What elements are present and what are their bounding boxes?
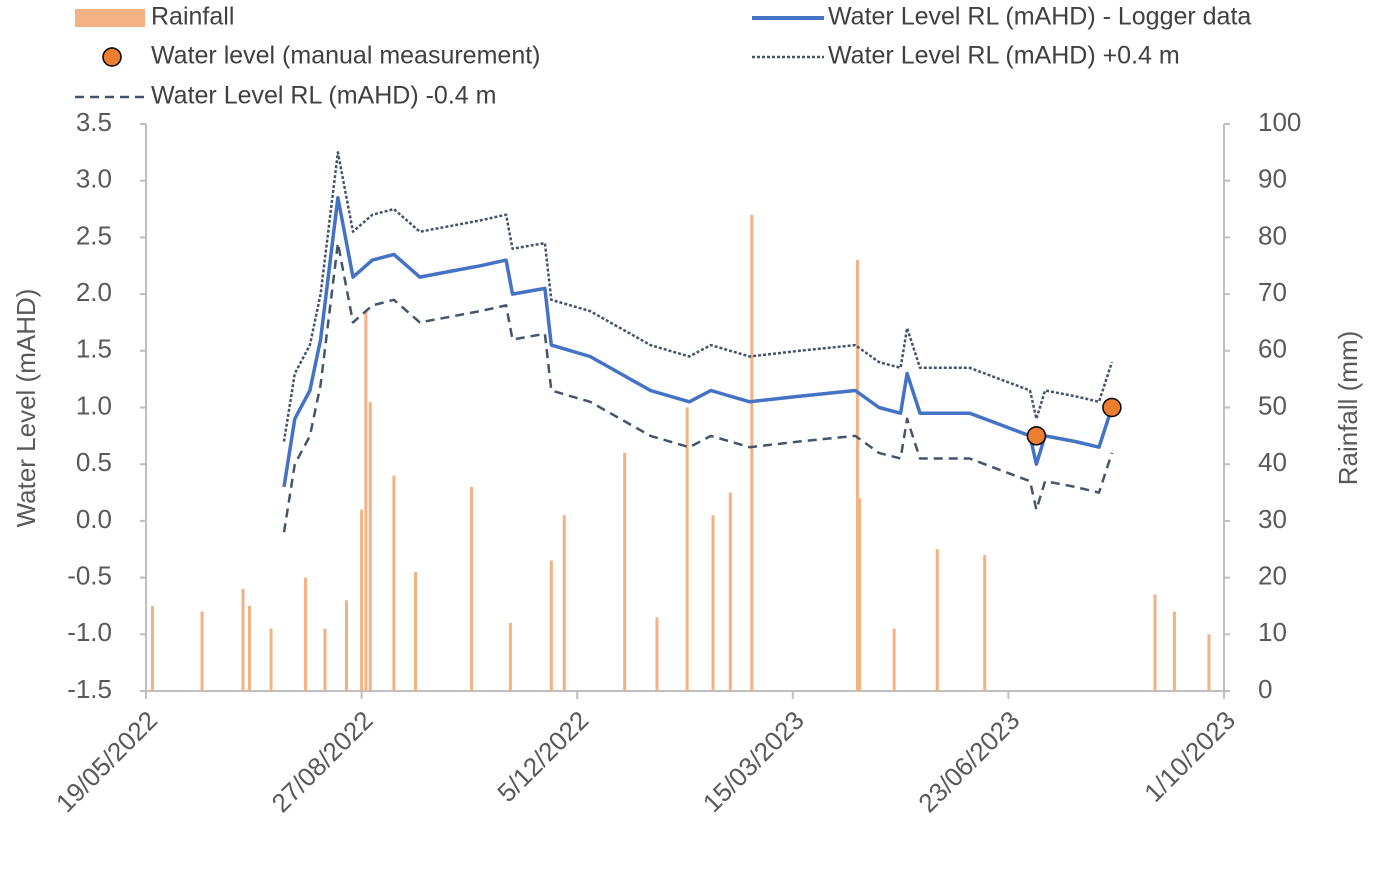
x-tick-label: 27/08/2022 — [265, 705, 378, 818]
y-tick-label: 3.5 — [76, 107, 112, 137]
x-tick-label: 1/10/2023 — [1138, 705, 1241, 808]
water-level-line — [282, 195, 1114, 488]
rain-bar — [323, 628, 327, 691]
manual-point — [1026, 426, 1047, 446]
manual-point — [1102, 397, 1122, 418]
y2-tick-label: 50 — [1258, 390, 1287, 420]
rain-bar — [1207, 634, 1211, 691]
x-tick-label: 5/12/2022 — [491, 705, 594, 808]
rain-bar — [364, 311, 368, 691]
rain-bar — [1172, 611, 1176, 691]
rain-bar — [304, 577, 308, 691]
rain-bar — [983, 554, 987, 691]
y-tick-label: 1.0 — [76, 390, 112, 420]
y2-tick-label: 80 — [1258, 220, 1287, 250]
x-tick-label: 23/06/2023 — [912, 705, 1025, 818]
y2-tick-label: 100 — [1258, 107, 1301, 137]
legend-label: Water level (manual measurement) — [151, 42, 541, 70]
rain-bar — [269, 628, 273, 691]
y-tick-label: 0.0 — [76, 504, 112, 534]
rain-bar — [150, 605, 154, 691]
y-tick-label: 2.0 — [76, 277, 112, 307]
y2-tick-label: 10 — [1258, 617, 1287, 647]
rain-bar — [655, 617, 659, 691]
y2-axis-title: Rainfall (mm) — [1333, 331, 1363, 486]
rain-bar — [241, 588, 245, 691]
y-tick-label: 1.5 — [76, 334, 112, 364]
y-axis-title: Water Level (mAHD) — [11, 289, 41, 528]
y2-tick-label: 30 — [1258, 504, 1287, 534]
rain-bar — [247, 605, 251, 691]
rain-bar — [1153, 594, 1157, 691]
rain-bar — [549, 560, 553, 691]
rain-bar — [858, 498, 862, 691]
rain-bar — [750, 214, 754, 691]
rain-bar — [470, 486, 474, 691]
y-tick-label: -1.5 — [67, 674, 112, 704]
y-tick-label: 3.0 — [76, 164, 112, 194]
water-level-line — [282, 151, 1114, 442]
y2-tick-label: 70 — [1258, 277, 1287, 307]
y2-tick-label: 20 — [1258, 560, 1287, 590]
rain-bar — [368, 401, 372, 691]
y-tick-label: -0.5 — [67, 560, 112, 590]
rain-bar — [728, 492, 732, 691]
rain-bar — [200, 611, 204, 691]
rain-bar — [508, 622, 512, 691]
legend-label: Rainfall — [151, 3, 234, 31]
legend-label: Water Level RL (mAHD) - Logger data — [828, 3, 1251, 31]
y-tick-label: -1.0 — [67, 617, 112, 647]
legend-label: Water Level RL (mAHD) +0.4 m — [828, 42, 1180, 70]
y2-tick-label: 0 — [1258, 674, 1272, 704]
y2-tick-label: 90 — [1258, 164, 1287, 194]
x-tick-label: 19/05/2022 — [50, 705, 163, 818]
y2-tick-label: 40 — [1258, 447, 1287, 477]
y2-tick-label: 60 — [1258, 334, 1287, 364]
legend-label: Water Level RL (mAHD) -0.4 m — [151, 82, 496, 110]
y-tick-label: 0.5 — [76, 447, 112, 477]
rain-bar — [392, 475, 396, 691]
water-level-line — [282, 241, 1114, 533]
rain-bar — [414, 571, 417, 691]
rain-bar — [345, 600, 349, 691]
x-tick-label: 15/03/2023 — [697, 705, 810, 818]
rain-bar — [562, 515, 566, 691]
y-tick-label: 2.5 — [76, 220, 112, 250]
legend-swatch — [102, 47, 122, 67]
rain-bar — [685, 407, 689, 691]
rain-bar — [935, 549, 939, 691]
rain-bar — [623, 452, 627, 691]
rain-bar — [360, 509, 364, 691]
rain-bar — [711, 515, 715, 691]
rain-bar — [855, 260, 859, 691]
legend-swatch — [75, 9, 145, 27]
rain-bar — [892, 628, 896, 691]
